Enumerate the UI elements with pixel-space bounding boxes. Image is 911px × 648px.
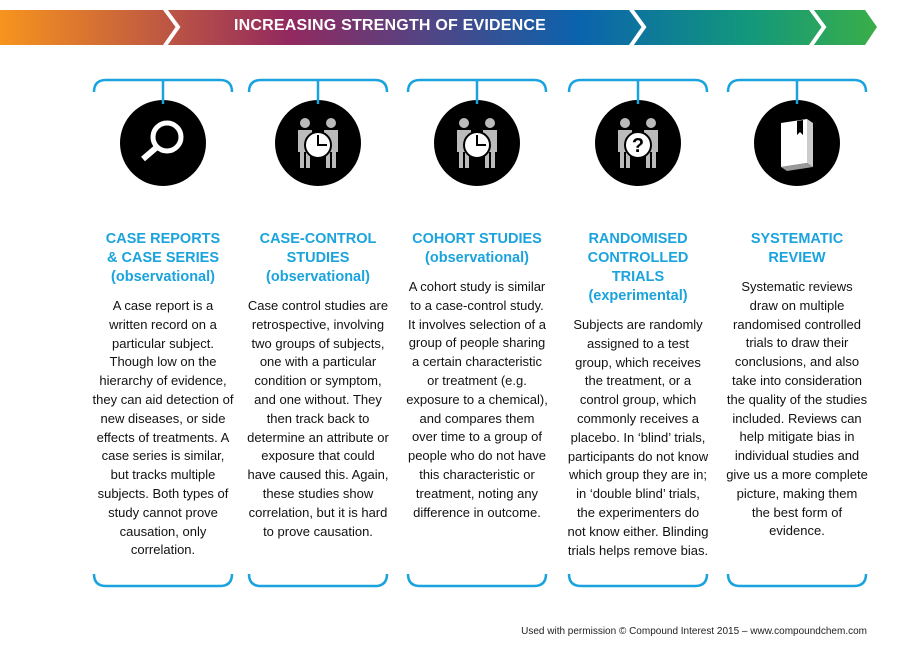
title-line: TRIALS bbox=[611, 269, 665, 285]
column-description: A cohort study is similar to a case-cont… bbox=[406, 279, 548, 520]
top-bracket bbox=[726, 78, 868, 104]
title-line: COHORT STUDIES bbox=[412, 231, 542, 247]
column-title: SYSTEMATIC REVIEW bbox=[722, 230, 872, 268]
title-line: (observational) bbox=[266, 269, 370, 285]
people-clock-icon bbox=[275, 100, 361, 186]
bottom-bracket bbox=[563, 572, 713, 597]
title-line: (observational) bbox=[111, 269, 215, 285]
evidence-column: COHORT STUDIES (observational) A cohort st… bbox=[402, 76, 552, 522]
svg-text:?: ? bbox=[632, 135, 644, 157]
title-line: SYSTEMATIC bbox=[750, 231, 844, 247]
title-line: STUDIES bbox=[286, 250, 350, 266]
column-description: A case report is a written record on a p… bbox=[92, 298, 234, 558]
title-line: (experimental) bbox=[588, 288, 688, 304]
column-description: Subjects are randomly assigned to a test… bbox=[567, 317, 709, 558]
title-line: (observational) bbox=[425, 250, 529, 266]
column-title: COHORT STUDIES (observational) bbox=[402, 230, 552, 268]
title-line: & CASE SERIES bbox=[107, 250, 219, 266]
top-bracket bbox=[567, 78, 709, 104]
top-bracket bbox=[406, 78, 548, 104]
column-title: CASE REPORTS & CASE SERIES (observational) bbox=[88, 230, 238, 287]
people-question-icon: ? bbox=[595, 100, 681, 186]
evidence-column: CASE-CONTROL STUDIES (observational) Case c… bbox=[243, 76, 393, 541]
evidence-column: ? RANDOMISED CONTROLLED TRIALS (experimental… bbox=[563, 76, 713, 560]
title-line: CASE REPORTS bbox=[105, 231, 221, 247]
header-title: INCREASING STRENGTH OF EVIDENCE bbox=[233, 17, 546, 34]
bottom-bracket bbox=[243, 572, 393, 597]
evidence-column: CASE REPORTS & CASE SERIES (observational)… bbox=[88, 76, 238, 560]
book-icon bbox=[754, 100, 840, 186]
magnifying-glass-icon bbox=[120, 100, 206, 186]
column-description: Case control studies are retrospective, … bbox=[247, 298, 389, 539]
title-line: REVIEW bbox=[768, 250, 826, 266]
column-title: RANDOMISED CONTROLLED TRIALS (experimental) bbox=[563, 230, 713, 306]
top-bracket bbox=[92, 78, 234, 104]
evidence-column: SYSTEMATIC REVIEW Systematic reviews draw … bbox=[722, 76, 872, 541]
bottom-bracket bbox=[88, 572, 238, 597]
evidence-arrow-band bbox=[0, 6, 877, 49]
column-description: Systematic reviews draw on multiple rand… bbox=[726, 279, 868, 539]
people-clock-icon bbox=[434, 100, 520, 186]
top-bracket bbox=[247, 78, 389, 104]
title-line: RANDOMISED bbox=[588, 231, 688, 247]
title-line: CONTROLLED bbox=[587, 250, 689, 266]
footer-credit: Used with permission © Compound Interest… bbox=[521, 626, 867, 637]
bottom-bracket bbox=[722, 572, 872, 597]
title-line: CASE-CONTROL bbox=[259, 231, 377, 247]
bottom-bracket bbox=[402, 572, 552, 597]
column-title: CASE-CONTROL STUDIES (observational) bbox=[243, 230, 393, 287]
